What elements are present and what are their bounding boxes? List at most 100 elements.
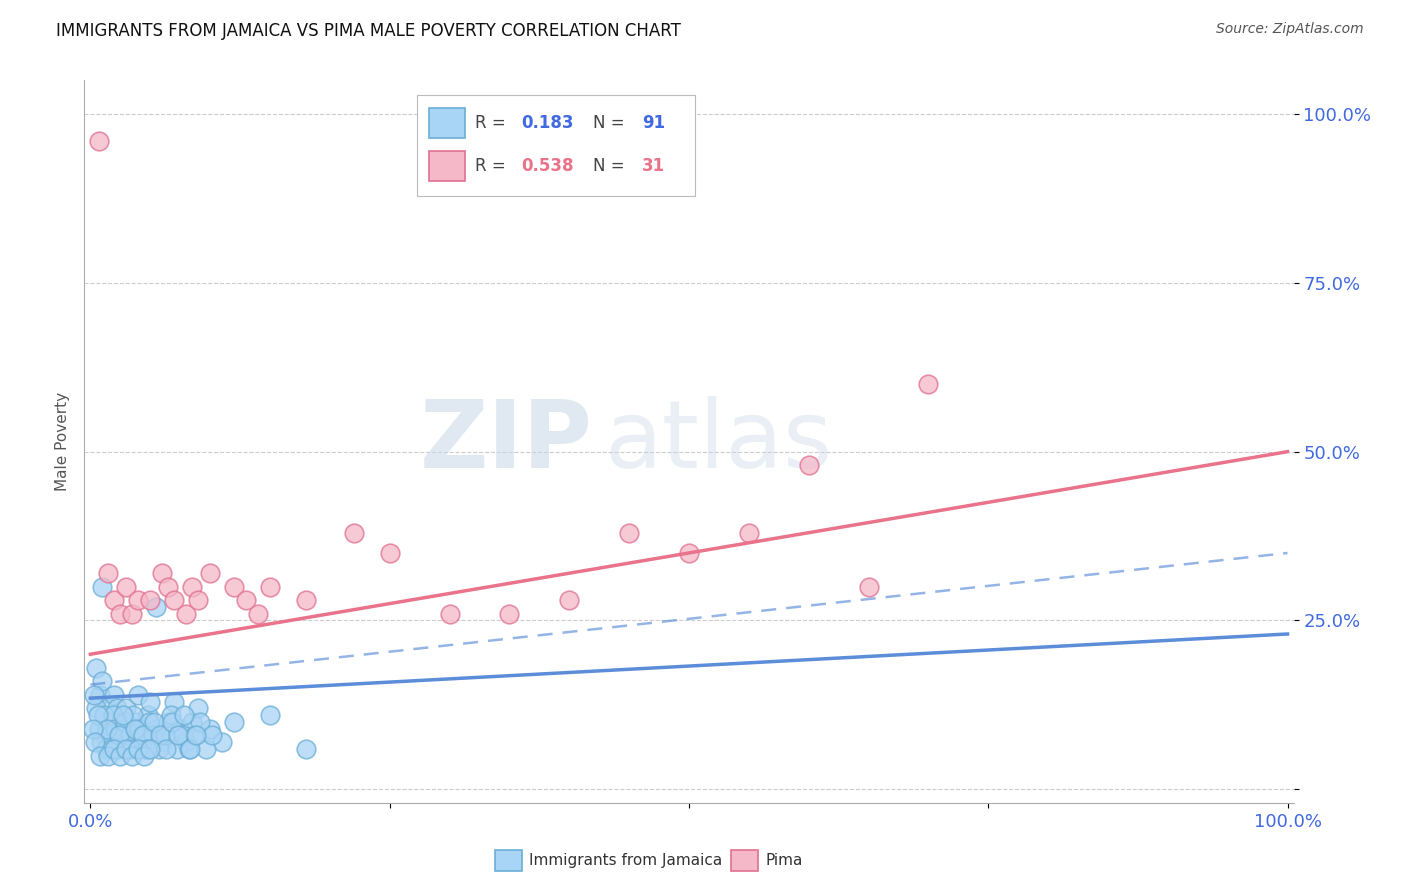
- Point: [127, 741, 149, 756]
- Point: [118, 728, 141, 742]
- Point: [93, 728, 115, 742]
- Point: [97, 701, 120, 715]
- Point: [198, 722, 221, 736]
- Text: Pima: Pima: [765, 853, 803, 868]
- Point: [96, 722, 118, 736]
- Point: [172, 728, 194, 742]
- Point: [378, 546, 401, 560]
- Point: [136, 708, 159, 723]
- Point: [121, 735, 143, 749]
- Point: [295, 593, 318, 607]
- Point: [183, 728, 205, 742]
- Point: [117, 741, 139, 756]
- Point: [129, 722, 152, 736]
- Point: [201, 728, 224, 742]
- Text: R =: R =: [475, 114, 510, 132]
- Point: [86, 701, 108, 715]
- Point: [115, 580, 138, 594]
- Point: [163, 593, 186, 607]
- Point: [115, 741, 138, 756]
- Point: [97, 748, 120, 763]
- Point: [155, 741, 177, 756]
- Point: [103, 741, 125, 756]
- Point: [101, 714, 124, 729]
- Point: [127, 688, 149, 702]
- Text: 0.183: 0.183: [520, 114, 574, 132]
- Point: [678, 546, 700, 560]
- Point: [295, 741, 318, 756]
- Point: [617, 525, 640, 540]
- Point: [179, 741, 201, 756]
- Point: [163, 694, 186, 708]
- Point: [797, 458, 820, 472]
- Point: [858, 580, 880, 594]
- Bar: [731, 850, 758, 871]
- Point: [110, 728, 132, 742]
- Point: [259, 580, 281, 594]
- Point: [235, 593, 257, 607]
- Point: [150, 566, 173, 581]
- Point: [86, 661, 108, 675]
- Point: [127, 593, 149, 607]
- Point: [149, 728, 172, 742]
- Point: [118, 722, 141, 736]
- Point: [114, 714, 136, 729]
- Text: N =: N =: [593, 114, 630, 132]
- Point: [122, 708, 145, 723]
- Point: [105, 701, 128, 715]
- Point: [157, 580, 180, 594]
- Point: [90, 735, 112, 749]
- Point: [139, 741, 162, 756]
- Point: [177, 741, 200, 756]
- Point: [139, 593, 162, 607]
- Point: [142, 728, 165, 742]
- Point: [101, 708, 124, 723]
- Point: [112, 728, 135, 742]
- Point: [181, 580, 204, 594]
- Point: [98, 728, 121, 742]
- Point: [145, 722, 167, 736]
- FancyBboxPatch shape: [418, 95, 695, 196]
- Point: [246, 607, 269, 621]
- Point: [150, 735, 173, 749]
- Point: [148, 741, 170, 756]
- Point: [173, 708, 195, 723]
- Point: [343, 525, 366, 540]
- Point: [145, 599, 167, 614]
- Point: [97, 566, 120, 581]
- Point: [125, 741, 148, 756]
- Point: [184, 728, 207, 742]
- Bar: [495, 850, 522, 871]
- Point: [198, 566, 221, 581]
- Point: [187, 593, 209, 607]
- Point: [558, 593, 581, 607]
- Point: [103, 688, 125, 702]
- Text: ZIP: ZIP: [419, 395, 592, 488]
- Text: Immigrants from Jamaica: Immigrants from Jamaica: [529, 853, 723, 868]
- Point: [439, 607, 461, 621]
- Point: [738, 525, 761, 540]
- Point: [89, 748, 111, 763]
- Point: [121, 748, 143, 763]
- Text: atlas: atlas: [605, 395, 832, 488]
- Text: R =: R =: [475, 157, 510, 175]
- Point: [110, 607, 132, 621]
- Point: [181, 714, 204, 729]
- Bar: [429, 151, 465, 181]
- Point: [87, 722, 110, 736]
- Point: [917, 377, 939, 392]
- Point: [128, 722, 150, 736]
- Point: [166, 741, 188, 756]
- Point: [160, 714, 183, 729]
- Point: [83, 688, 105, 702]
- Point: [91, 580, 114, 594]
- Point: [110, 714, 132, 729]
- Point: [153, 728, 176, 742]
- Point: [138, 714, 160, 729]
- Y-axis label: Male Poverty: Male Poverty: [55, 392, 70, 491]
- Point: [124, 722, 146, 736]
- Point: [190, 714, 212, 729]
- Point: [94, 741, 117, 756]
- Point: [91, 674, 114, 689]
- Point: [139, 694, 162, 708]
